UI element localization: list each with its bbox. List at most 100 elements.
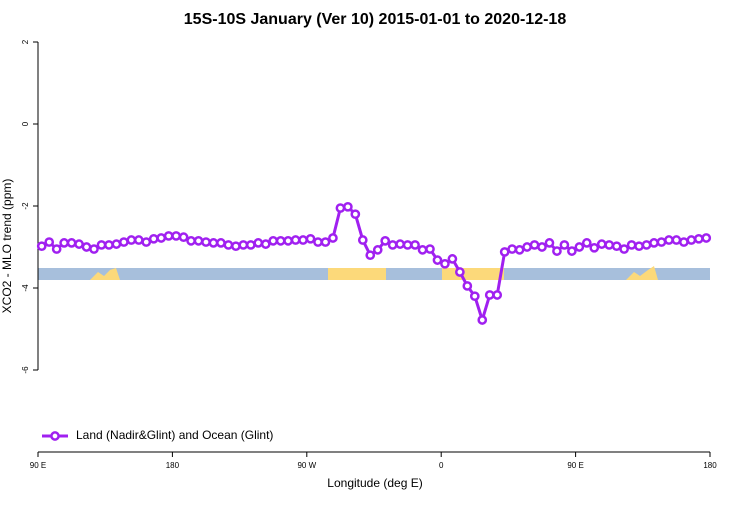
data-point bbox=[201, 237, 211, 247]
y-tick-label: -4 bbox=[21, 284, 30, 292]
data-point bbox=[574, 242, 585, 252]
land-band bbox=[90, 268, 120, 280]
data-point bbox=[36, 241, 47, 252]
data-point bbox=[671, 235, 682, 245]
data-point bbox=[343, 201, 353, 212]
data-point bbox=[104, 240, 114, 250]
data-point bbox=[604, 240, 615, 250]
data-point bbox=[89, 244, 99, 254]
data-point bbox=[238, 240, 249, 250]
data-point bbox=[372, 245, 383, 255]
data-point bbox=[148, 233, 159, 244]
data-point bbox=[44, 237, 55, 247]
data-point bbox=[141, 237, 152, 247]
data-point bbox=[245, 240, 256, 250]
data-point bbox=[283, 236, 293, 246]
data-point bbox=[275, 236, 286, 246]
data-point bbox=[81, 242, 92, 252]
x-tick-label: 90 E bbox=[567, 461, 583, 470]
chart-title: 15S-10S January (Ver 10) 2015-01-01 to 2… bbox=[184, 11, 567, 28]
data-point bbox=[51, 244, 62, 254]
data-point bbox=[679, 237, 689, 247]
data-point bbox=[522, 242, 532, 252]
data-point bbox=[156, 233, 167, 243]
data-point bbox=[484, 290, 495, 300]
data-point bbox=[223, 240, 234, 250]
data-point bbox=[328, 233, 338, 243]
data-point bbox=[499, 247, 510, 257]
land-band bbox=[328, 268, 386, 280]
data-point bbox=[193, 236, 204, 246]
y-tick-label: 0 bbox=[21, 121, 30, 126]
data-point bbox=[178, 232, 189, 243]
data-point bbox=[417, 245, 428, 255]
data-point bbox=[260, 239, 271, 249]
data-line bbox=[41, 205, 707, 326]
data-point bbox=[455, 267, 465, 277]
data-point bbox=[186, 236, 196, 246]
data-point bbox=[402, 240, 413, 250]
data-point bbox=[567, 246, 577, 256]
legend-marker bbox=[50, 431, 60, 441]
data-point bbox=[514, 245, 525, 255]
y-axis-label: XCO2 - MLO trend (ppm) bbox=[0, 179, 14, 314]
land-band bbox=[626, 266, 658, 280]
y-tick-label: 2 bbox=[21, 39, 30, 44]
legend-label: Land (Nadir&Glint) and Ocean (Glint) bbox=[76, 428, 273, 442]
data-point bbox=[163, 231, 174, 241]
x-axis-label: Longitude (deg E) bbox=[327, 476, 422, 490]
data-point bbox=[387, 240, 398, 250]
data-point bbox=[425, 244, 435, 254]
x-tick-label: 90 W bbox=[297, 461, 316, 470]
data-point bbox=[410, 240, 420, 250]
data-point bbox=[693, 233, 704, 244]
data-point bbox=[365, 250, 376, 261]
legend: Land (Nadir&Glint) and Ocean (Glint) bbox=[42, 428, 273, 442]
data-point bbox=[589, 242, 600, 253]
data-point bbox=[559, 240, 570, 250]
data-point bbox=[119, 237, 129, 247]
data-point bbox=[440, 258, 450, 269]
x-tick-label: 180 bbox=[166, 461, 180, 470]
data-point bbox=[701, 233, 712, 243]
data-point bbox=[216, 238, 226, 248]
data-point bbox=[656, 237, 667, 247]
data-point bbox=[537, 242, 547, 252]
data-point bbox=[357, 235, 368, 245]
data-point bbox=[350, 209, 361, 220]
data-point bbox=[126, 235, 137, 245]
data-point bbox=[596, 239, 607, 249]
data-point bbox=[74, 239, 84, 249]
data-point bbox=[59, 238, 69, 248]
data-point bbox=[171, 231, 181, 241]
data-point bbox=[133, 235, 144, 245]
data-point bbox=[641, 240, 652, 250]
data-point bbox=[320, 237, 331, 247]
data-point bbox=[66, 238, 77, 248]
data-point bbox=[335, 203, 346, 213]
data-point bbox=[96, 240, 107, 250]
data-point bbox=[686, 235, 697, 245]
data-point bbox=[611, 241, 622, 252]
data-point bbox=[231, 241, 241, 252]
data-point bbox=[664, 235, 674, 245]
data-point bbox=[469, 291, 480, 302]
data-point bbox=[529, 240, 540, 250]
data-point bbox=[313, 237, 323, 247]
x-tick-label: 90 E bbox=[30, 461, 46, 470]
data-point bbox=[634, 241, 644, 252]
data-point bbox=[492, 290, 503, 300]
x-tick-label: 180 bbox=[703, 461, 717, 470]
data-point bbox=[432, 255, 443, 265]
data-point bbox=[507, 244, 517, 254]
data-point bbox=[619, 244, 629, 254]
data-point bbox=[380, 236, 391, 246]
x-tick-label: 0 bbox=[439, 461, 444, 470]
data-point bbox=[462, 281, 473, 291]
data-point bbox=[552, 246, 562, 256]
data-point bbox=[395, 239, 405, 249]
data-point bbox=[447, 254, 458, 264]
data-point bbox=[268, 236, 279, 246]
land-ocean-band bbox=[38, 266, 710, 280]
data-point bbox=[253, 238, 264, 248]
